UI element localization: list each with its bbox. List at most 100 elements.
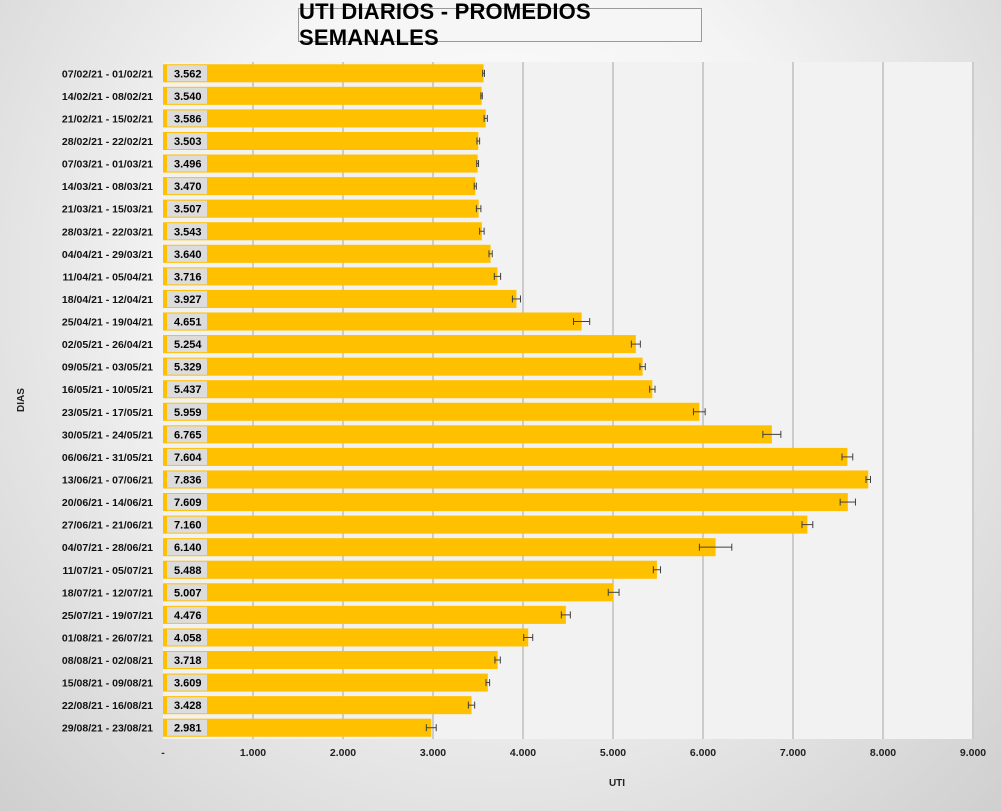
category-label: 23/05/21 - 17/05/21	[62, 407, 153, 419]
data-label-box	[167, 336, 207, 353]
category-label: 18/07/21 - 12/07/21	[62, 587, 153, 599]
bar	[163, 718, 432, 737]
category-label: 13/06/21 - 07/06/21	[62, 474, 153, 486]
category-label: 14/02/21 - 08/02/21	[62, 91, 153, 103]
data-label: 5.329	[174, 362, 202, 374]
bar	[163, 131, 479, 151]
bar	[163, 673, 488, 692]
data-label-box	[167, 200, 207, 217]
data-label: 4.476	[174, 610, 202, 622]
category-label: 27/06/21 - 21/06/21	[62, 520, 153, 532]
data-label-box	[167, 584, 207, 601]
category-label: 07/02/21 - 01/02/21	[62, 68, 153, 80]
data-label: 5.254	[174, 339, 202, 351]
data-label: 7.609	[174, 497, 202, 509]
bar	[163, 402, 700, 421]
bar	[163, 470, 869, 489]
bar	[163, 447, 848, 466]
data-label-box	[167, 697, 207, 714]
bar	[163, 560, 657, 579]
bar	[163, 583, 614, 602]
data-label-box	[167, 223, 207, 240]
bar	[163, 64, 484, 83]
data-label: 7.836	[174, 474, 202, 486]
data-label-box	[167, 178, 207, 195]
data-label-box	[167, 629, 207, 646]
data-label-box	[167, 155, 207, 172]
category-label: 16/05/21 - 10/05/21	[62, 384, 153, 396]
category-label: 21/02/21 - 15/02/21	[62, 113, 153, 125]
bars	[163, 64, 869, 737]
bar	[163, 696, 472, 715]
category-label: 25/04/21 - 19/04/21	[62, 317, 153, 329]
bar	[163, 357, 643, 376]
category-label: 29/08/21 - 23/08/21	[62, 723, 153, 735]
value-axis: - 1.000 2.000 3.000 4.000 5.000 6.000 7.000 8.00…	[161, 747, 986, 759]
data-label-box	[167, 381, 207, 398]
bar	[163, 222, 482, 241]
category-label: 22/08/21 - 16/08/21	[62, 700, 153, 712]
bar	[163, 86, 482, 105]
data-label: 3.718	[174, 655, 202, 667]
data-label-box	[167, 358, 207, 375]
data-label: 5.437	[174, 384, 202, 396]
x-tick-label: 4.000	[510, 747, 536, 759]
data-label-box	[167, 132, 207, 150]
category-label: 07/03/21 - 01/03/21	[62, 159, 153, 171]
data-label-box	[167, 426, 207, 443]
data-label: 3.470	[174, 181, 202, 193]
x-tick-label: 1.000	[240, 747, 266, 759]
data-label-box	[167, 110, 207, 127]
data-label: 5.959	[174, 407, 202, 419]
x-tick-label: 8.000	[870, 747, 896, 759]
x-tick-label: 3.000	[420, 747, 446, 759]
data-label: 6.765	[174, 429, 202, 441]
bar	[163, 493, 848, 512]
x-tick-label: 7.000	[780, 747, 806, 759]
data-label-box	[167, 516, 207, 533]
data-label-box	[167, 674, 207, 691]
data-label: 3.540	[174, 91, 202, 103]
data-label-box	[167, 290, 207, 307]
data-label-box	[167, 268, 207, 285]
category-label: 18/04/21 - 12/04/21	[62, 294, 153, 306]
data-label: 3.927	[174, 294, 202, 306]
bar	[163, 628, 529, 647]
bar	[163, 605, 566, 624]
category-label: 09/05/21 - 03/05/21	[62, 362, 153, 374]
bar	[163, 267, 498, 286]
data-label-box	[167, 539, 207, 556]
data-label: 3.609	[174, 678, 202, 690]
bar	[163, 154, 478, 173]
data-label-box	[167, 719, 207, 736]
data-label: 7.604	[174, 452, 202, 464]
data-label-box	[167, 448, 207, 465]
data-labels: 3.562 3.540 3.586 3.503 3.496 3.470 3.507 3.543…	[167, 65, 207, 736]
bar	[163, 650, 498, 670]
bar	[163, 335, 636, 354]
data-label-box	[167, 313, 207, 330]
category-label: 21/03/21 - 15/03/21	[62, 204, 153, 216]
data-label: 5.488	[174, 565, 202, 577]
category-label: 28/03/21 - 22/03/21	[62, 226, 153, 238]
x-axis-title: UTI	[609, 778, 625, 789]
category-label: 14/03/21 - 08/03/21	[62, 181, 153, 193]
data-label: 3.716	[174, 271, 202, 283]
data-label: 3.586	[174, 113, 202, 125]
category-label: 28/02/21 - 22/02/21	[62, 136, 153, 148]
data-label-box	[167, 471, 207, 488]
bar	[163, 312, 582, 331]
category-label: 04/04/21 - 29/03/21	[62, 249, 153, 261]
bar	[163, 109, 486, 128]
data-label: 3.640	[174, 249, 202, 261]
error-bars	[425, 69, 871, 732]
data-label-box	[167, 494, 207, 511]
data-label: 3.503	[174, 136, 202, 148]
data-label-box	[167, 65, 207, 82]
category-label: 04/07/21 - 28/06/21	[62, 542, 153, 554]
category-label: 20/06/21 - 14/06/21	[62, 497, 153, 509]
data-label: 3.507	[174, 204, 202, 216]
data-label: 7.160	[174, 520, 202, 532]
category-label: 02/05/21 - 26/04/21	[62, 339, 153, 351]
